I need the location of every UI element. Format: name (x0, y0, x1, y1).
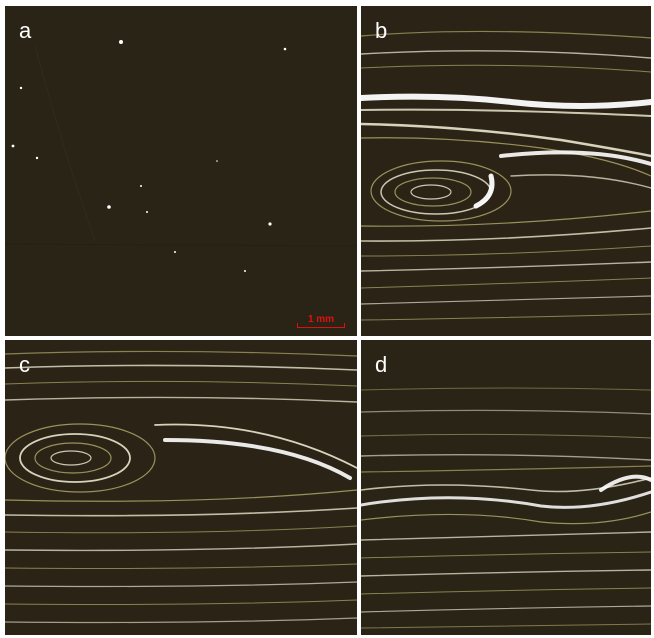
panel-letter-a: a (19, 18, 32, 43)
panel-b: b (361, 6, 651, 336)
scale-bar-label: 1 mm (307, 314, 335, 325)
panel-letter-b: b (375, 18, 388, 43)
panel-d: d (361, 340, 651, 635)
panel-c: c (5, 340, 357, 635)
panel-letter-c: c (19, 352, 30, 377)
scale-bar-line (297, 323, 345, 328)
scale-bar: 1 mm (297, 314, 345, 330)
panel-letter-d: d (375, 352, 388, 377)
panel-c-image (5, 340, 357, 635)
panel-a: a 1 mm (5, 6, 357, 336)
panel-d-image (361, 340, 651, 635)
panel-b-image (361, 6, 651, 336)
panel-a-image (5, 6, 357, 336)
